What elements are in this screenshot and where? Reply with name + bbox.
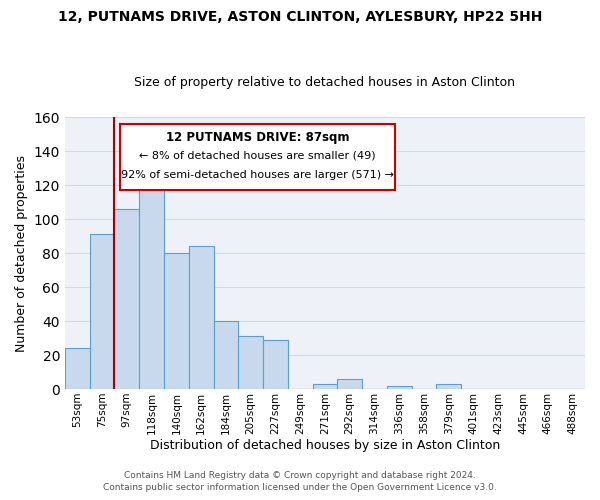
Bar: [65, 348, 89, 389]
Text: 12 PUTNAMS DRIVE: 87sqm: 12 PUTNAMS DRIVE: 87sqm: [166, 130, 349, 143]
Bar: [313, 384, 337, 389]
Bar: [263, 340, 288, 389]
Bar: [238, 336, 263, 389]
Title: Size of property relative to detached houses in Aston Clinton: Size of property relative to detached ho…: [134, 76, 515, 90]
Bar: [387, 386, 412, 389]
Bar: [139, 178, 164, 389]
Bar: [436, 384, 461, 389]
Text: ← 8% of detached houses are smaller (49): ← 8% of detached houses are smaller (49): [139, 150, 376, 160]
Bar: [214, 321, 238, 389]
Text: Contains HM Land Registry data © Crown copyright and database right 2024.
Contai: Contains HM Land Registry data © Crown c…: [103, 471, 497, 492]
FancyBboxPatch shape: [119, 124, 395, 190]
Bar: [164, 253, 189, 389]
Y-axis label: Number of detached properties: Number of detached properties: [15, 154, 28, 352]
Text: 92% of semi-detached houses are larger (571) →: 92% of semi-detached houses are larger (…: [121, 170, 394, 179]
Bar: [189, 246, 214, 389]
Bar: [115, 209, 139, 389]
X-axis label: Distribution of detached houses by size in Aston Clinton: Distribution of detached houses by size …: [150, 440, 500, 452]
Bar: [337, 379, 362, 389]
Bar: [89, 234, 115, 389]
Text: 12, PUTNAMS DRIVE, ASTON CLINTON, AYLESBURY, HP22 5HH: 12, PUTNAMS DRIVE, ASTON CLINTON, AYLESB…: [58, 10, 542, 24]
